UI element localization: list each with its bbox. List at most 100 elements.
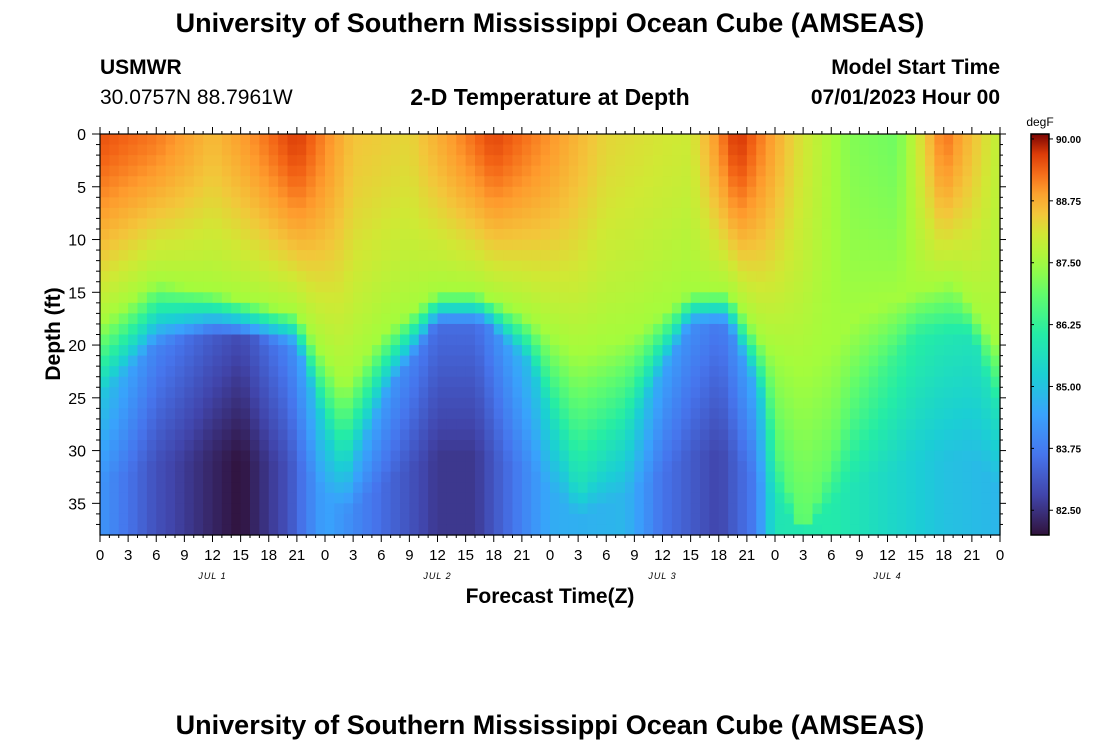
heatmap-cell [428,524,439,536]
heatmap-cell [456,503,467,515]
heatmap-cell [550,239,560,251]
heatmap-cell [840,503,851,515]
heatmap-cell [775,218,785,230]
heatmap-cell [400,524,410,536]
heatmap-cell [446,355,457,367]
heatmap-cell [756,165,767,177]
heatmap-cell [634,376,645,388]
heatmap-cell [793,471,804,483]
heatmap-cell [915,376,926,388]
heatmap-cell [428,366,439,378]
heatmap-cell [765,345,776,357]
heatmap-cell [240,397,251,409]
heatmap-cell [775,186,785,198]
heatmap-cell [268,186,279,198]
heatmap-cell [343,155,354,167]
heatmap-cell [550,302,560,314]
heatmap-cell [250,144,260,156]
heatmap-cell [306,503,317,515]
heatmap-cell [137,144,148,156]
heatmap-cell [334,355,345,367]
heatmap-cell [118,492,129,504]
heatmap-cell [409,397,420,409]
heatmap-cell [746,144,757,156]
heatmap-cell [596,155,607,167]
heatmap-cell [503,165,514,177]
heatmap-cell [109,482,120,494]
heatmap-cell [287,334,298,346]
heatmap-cell [137,366,148,378]
heatmap-cell [287,260,298,272]
heatmap-cell [109,513,120,526]
heatmap-cell [812,461,823,473]
heatmap-cell [718,134,729,146]
heatmap-cell [578,503,589,515]
heatmap-cell [381,397,392,409]
heatmap-cell [334,450,345,462]
heatmap-cell [278,397,289,409]
heatmap-cell [484,144,495,156]
heatmap-cell [953,408,964,420]
heatmap-cell [765,323,776,336]
heatmap-cell [146,197,157,209]
heatmap-cell [784,408,795,420]
heatmap-cell [465,218,476,230]
heatmap-cell [634,292,645,304]
heatmap-cell [278,207,289,220]
heatmap-cell [296,418,307,431]
heatmap-cell [493,250,504,262]
heatmap-cell [662,313,673,325]
heatmap-cell [596,176,607,188]
heatmap-cell [962,228,973,241]
heatmap-cell [709,186,720,198]
heatmap-cell [512,271,523,283]
heatmap-cell [662,165,673,177]
heatmap-cell [137,134,148,146]
heatmap-cell [728,524,739,536]
heatmap-cell [568,482,579,494]
heatmap-cell [475,461,485,473]
heatmap-cell [109,302,120,314]
heatmap-cell [681,176,692,188]
heatmap-cell [203,302,214,314]
heatmap-cell [850,155,860,167]
heatmap-cell [568,471,579,483]
heatmap-cell [540,471,551,483]
heatmap-cell [184,366,195,378]
heatmap-cell [906,292,917,304]
heatmap-cell [587,292,598,304]
heatmap-cell [418,134,429,146]
heatmap-cell [971,313,982,325]
heatmap-cell [765,144,776,156]
heatmap-cell [681,387,692,399]
heatmap-cell [981,218,992,230]
heatmap-cell [409,418,420,431]
heatmap-cell [437,418,448,431]
heatmap-cell [550,429,560,441]
heatmap-cell [784,302,795,314]
heatmap-cell [803,513,814,526]
heatmap-cell [475,165,485,177]
heatmap-cell [915,482,926,494]
heatmap-cell [700,239,710,251]
heatmap-cell [428,482,439,494]
heatmap-cell [418,334,429,346]
heatmap-cell [156,155,167,167]
heatmap-cell [231,440,242,452]
heatmap-cell [925,376,935,388]
heatmap-cell [465,228,476,241]
heatmap-cell [821,387,832,399]
heatmap-cell [821,355,832,367]
heatmap-cell [550,228,560,241]
heatmap-cell [531,165,542,177]
heatmap-cell [981,260,992,272]
heatmap-cell [400,228,410,241]
heatmap-cell [362,355,373,367]
heatmap-cell [662,228,673,241]
heatmap-cell [850,471,860,483]
heatmap-cell [634,323,645,336]
heatmap-cell [306,228,317,241]
heatmap-cell [353,176,364,188]
heatmap-cell [653,186,664,198]
heatmap-cell [868,345,879,357]
